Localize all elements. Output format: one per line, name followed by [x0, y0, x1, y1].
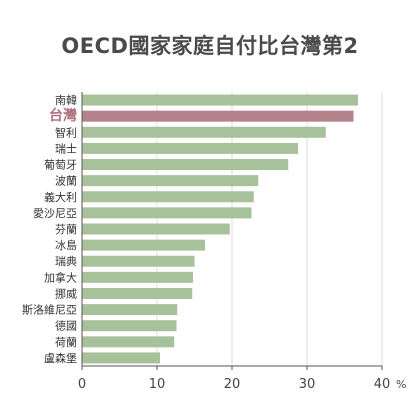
- category-label-9: 冰島: [55, 238, 77, 252]
- bar-3: [82, 142, 298, 154]
- category-label-7: 愛沙尼亞: [33, 207, 77, 220]
- x-tick-label-3: 30: [299, 377, 316, 392]
- bar-13: [82, 304, 178, 316]
- category-label-5: 波蘭: [55, 175, 77, 188]
- category-label-1: 台灣: [49, 107, 77, 124]
- bar-6: [82, 191, 254, 203]
- bar-8: [82, 223, 230, 235]
- category-label-11: 加拿大: [44, 270, 77, 284]
- bar-9: [82, 239, 205, 251]
- category-label-3: 瑞士: [55, 141, 77, 155]
- category-label-2: 智利: [55, 125, 77, 139]
- x-tick-label-0: 0: [78, 377, 86, 392]
- bar-4: [82, 159, 289, 171]
- bar-0: [82, 94, 358, 106]
- x-tick-label-4: 40: [374, 377, 391, 392]
- category-label-0: 南韓: [55, 94, 77, 107]
- x-unit-label: %: [396, 378, 406, 391]
- category-label-4: 葡萄牙: [44, 159, 77, 172]
- category-label-8: 芬蘭: [55, 223, 77, 236]
- bar-16: [82, 352, 160, 364]
- bar-7: [82, 207, 252, 219]
- x-tick-label-2: 20: [224, 377, 241, 392]
- category-label-10: 瑞典: [55, 254, 77, 268]
- category-label-13: 斯洛維尼亞: [22, 303, 77, 317]
- x-tick-label-1: 10: [149, 377, 166, 392]
- bar-14: [82, 320, 177, 332]
- category-label-16: 盧森堡: [44, 351, 77, 365]
- bar-12: [82, 287, 193, 299]
- bar-5: [82, 175, 259, 187]
- category-label-14: 德國: [55, 319, 77, 333]
- category-label-15: 荷蘭: [55, 336, 77, 349]
- bar-11: [82, 271, 193, 283]
- bar-10: [82, 255, 195, 267]
- bar-1: [82, 110, 354, 122]
- bar-2: [82, 126, 326, 138]
- category-label-12: 挪威: [55, 286, 77, 300]
- category-label-6: 義大利: [44, 190, 77, 204]
- chart-title: OECD國家家庭自付比台灣第2: [61, 34, 359, 58]
- bar-15: [82, 336, 175, 348]
